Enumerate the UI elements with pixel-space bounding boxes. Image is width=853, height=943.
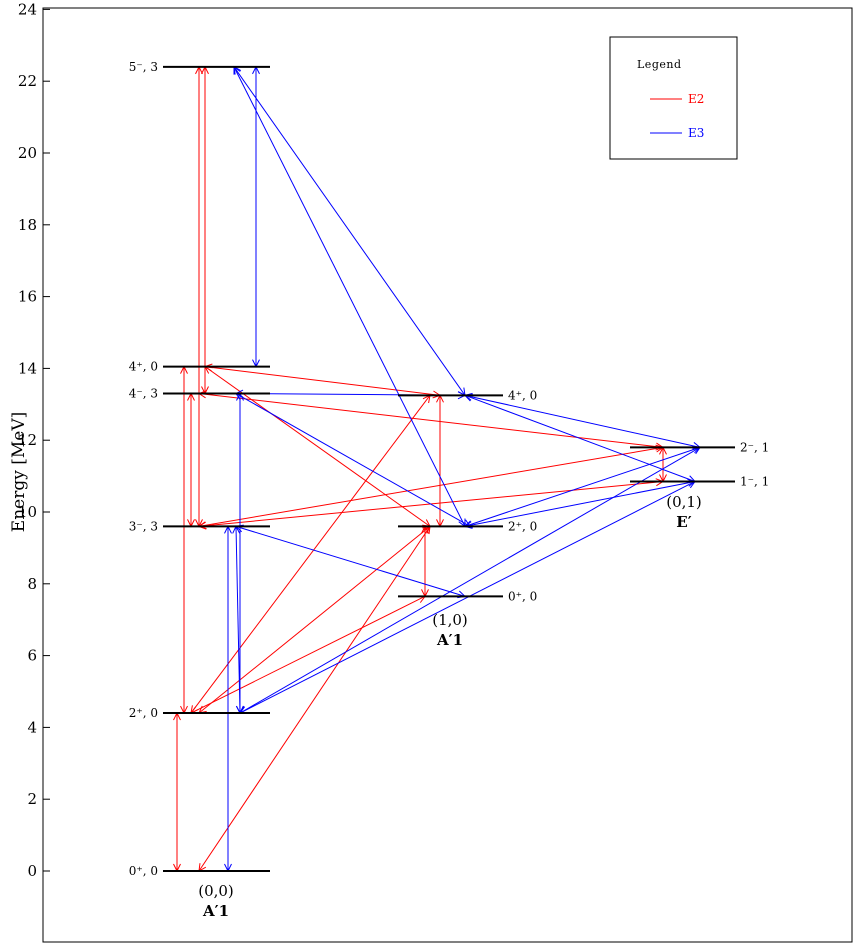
y-tick-label: 20 bbox=[18, 144, 37, 162]
level-label: 0⁺, 0 bbox=[129, 864, 158, 878]
level-label: 5⁻, 3 bbox=[129, 60, 158, 74]
legend-e2-label: E2 bbox=[688, 92, 704, 106]
y-tick-label: 8 bbox=[27, 575, 37, 593]
transition-e3-L2p-L4m bbox=[236, 392, 244, 715]
transition-e2-L4m-R2m bbox=[197, 390, 665, 451]
transition-e2-L3m-L4m bbox=[187, 392, 195, 528]
transition-e2-L2p-L4p bbox=[180, 365, 188, 715]
y-tick-label: 12 bbox=[18, 431, 37, 449]
transition-e3-L4m-M2p bbox=[235, 392, 471, 527]
level-label: 0⁺, 0 bbox=[508, 589, 537, 603]
transition-e2-R1m-R2m bbox=[659, 446, 667, 483]
band-irrep-label: E′ bbox=[676, 513, 691, 531]
transition-e2-L4m-L5m bbox=[201, 65, 209, 395]
legend-box bbox=[609, 36, 738, 160]
transition-e2-L0p-L2p bbox=[173, 711, 181, 873]
y-tick-label: 22 bbox=[18, 72, 37, 90]
levels-layer: 0⁺, 0 2⁺, 0 3⁻, 3 4⁻, 3 4⁺, 0 5⁻, 3 0⁺, 0 2⁺, 0… bbox=[129, 60, 769, 878]
y-tick-label: 14 bbox=[18, 359, 37, 377]
transition-e3-L3m-M0p bbox=[234, 524, 467, 599]
level-M0p: 0⁺, 0 bbox=[398, 589, 537, 603]
y-axis-label: Energy [MeV] bbox=[9, 412, 29, 532]
y-tick-label: 4 bbox=[27, 718, 37, 736]
level-label: 3⁻, 3 bbox=[129, 519, 158, 533]
level-label: 4⁺, 0 bbox=[129, 360, 158, 374]
level-label: 4⁺, 0 bbox=[508, 388, 537, 402]
band-irrep-label: A′1 bbox=[436, 631, 463, 649]
legend-e3-label: E3 bbox=[688, 126, 704, 140]
legend: Legend E2 E3 bbox=[609, 36, 738, 160]
transition-e2-L2p-M2p bbox=[198, 525, 431, 714]
band-labels-layer: (0,0) A′1 (1,0) A′1 (0,1) E′ bbox=[198, 493, 702, 920]
band-irrep-label: A′1 bbox=[202, 902, 229, 920]
level-R2m: 2⁻, 1 bbox=[630, 440, 769, 454]
y-tick-label: 18 bbox=[18, 216, 37, 234]
level-M2p: 2⁺, 0 bbox=[398, 519, 537, 533]
transition-e2-L2p-M0p bbox=[189, 595, 427, 714]
y-tick-label: 24 bbox=[18, 0, 37, 18]
level-L5m: 5⁻, 3 bbox=[129, 60, 270, 74]
level-L4m: 4⁻, 3 bbox=[129, 387, 270, 401]
level-L0p: 0⁺, 0 bbox=[129, 864, 270, 878]
transition-e3-M2p-R1m bbox=[463, 478, 697, 529]
level-L2p: 2⁺, 0 bbox=[129, 706, 270, 720]
transition-e3-M4p-R2m bbox=[463, 392, 702, 450]
level-L3m: 3⁻, 3 bbox=[129, 519, 270, 533]
band-group-label: (0,1) bbox=[666, 493, 702, 511]
y-tick-label: 10 bbox=[18, 503, 37, 521]
level-label: 2⁻, 1 bbox=[740, 440, 769, 454]
band-group-label: (1,0) bbox=[432, 611, 468, 629]
level-M4p: 4⁺, 0 bbox=[398, 388, 537, 402]
level-R1m: 1⁻, 1 bbox=[630, 474, 769, 488]
level-L4p: 4⁺, 0 bbox=[129, 360, 270, 374]
transition-e2-L3m-L5m bbox=[195, 65, 203, 528]
transition-e3-L0p-L3m bbox=[224, 525, 232, 873]
transitions-layer bbox=[173, 65, 702, 873]
y-tick-label: 0 bbox=[27, 862, 37, 880]
plot-frame bbox=[42, 7, 853, 943]
y-tick-label: 6 bbox=[27, 647, 37, 665]
level-label: 2⁺, 0 bbox=[508, 519, 537, 533]
transition-e2-M2p-M4p bbox=[436, 394, 444, 528]
y-tick-label: 16 bbox=[18, 288, 37, 306]
transition-e3-L5m-M4p bbox=[233, 65, 466, 397]
transition-e2-L0p-M2p bbox=[198, 525, 431, 872]
transition-e2-L2p-M4p bbox=[190, 394, 431, 714]
y-tick-label: 2 bbox=[27, 790, 37, 808]
level-label: 1⁻, 1 bbox=[740, 474, 769, 488]
band-group-label: (0,0) bbox=[198, 882, 234, 900]
level-label: 2⁺, 0 bbox=[129, 706, 158, 720]
legend-title: Legend bbox=[637, 58, 682, 71]
transition-e3-L4p-L5m bbox=[252, 65, 260, 368]
transition-e3-L2p-R2m bbox=[239, 446, 701, 714]
level-label: 4⁻, 3 bbox=[129, 387, 158, 401]
